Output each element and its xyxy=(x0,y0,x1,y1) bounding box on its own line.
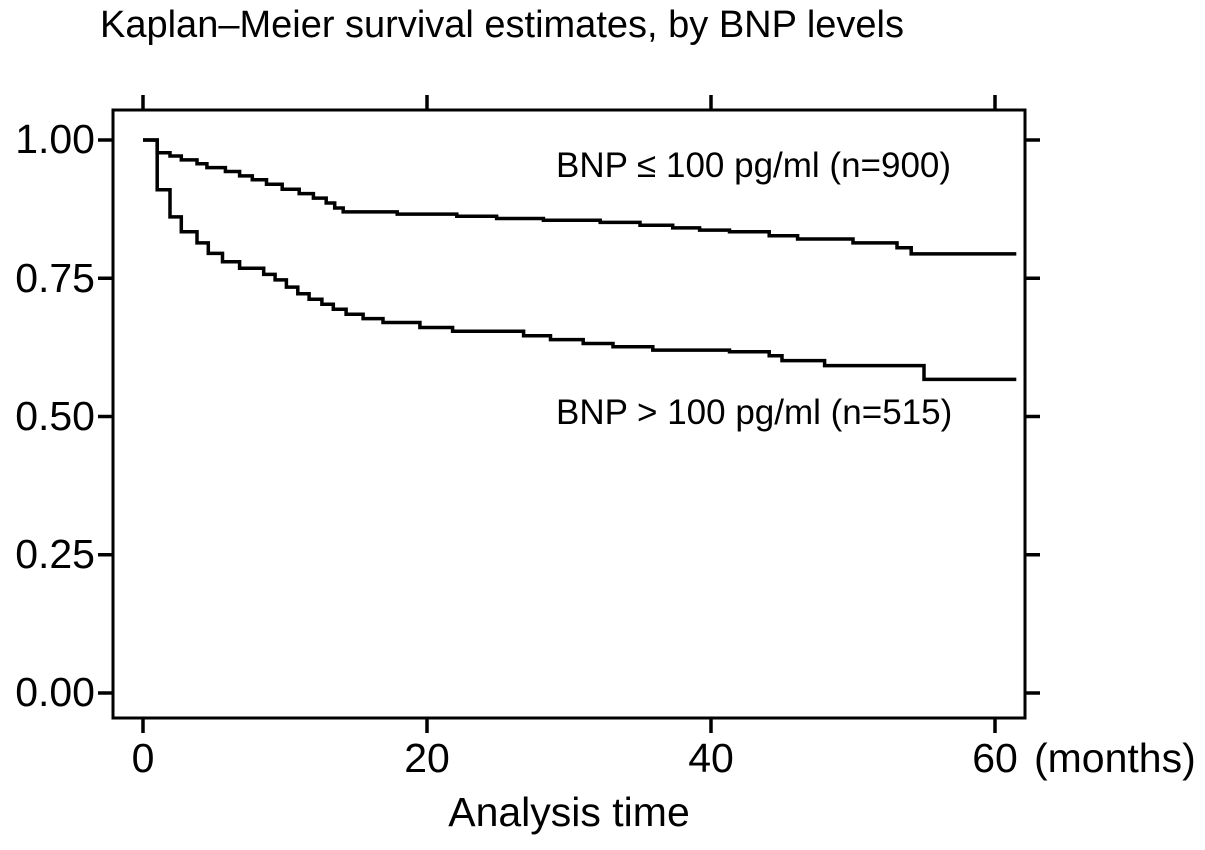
survival-curve-bnp-low xyxy=(143,138,1017,256)
x-tick-label-60: 60 xyxy=(972,735,1018,781)
x-axis-title: Analysis time xyxy=(448,789,690,835)
curve-annotation-bnp-high: BNP > 100 pg/ml (n=515) xyxy=(556,393,953,432)
x-tick-label-0: 0 xyxy=(131,735,155,781)
y-tick-label-0_75: 0.75 xyxy=(15,255,95,301)
plot-frame xyxy=(111,108,1027,720)
y-tick-label-0_25: 0.25 xyxy=(15,531,95,577)
y-tick-label-0_50: 0.50 xyxy=(15,393,95,439)
x-tick-label-20: 20 xyxy=(404,735,450,781)
chart-title: Kaplan–Meier survival estimates, by BNP … xyxy=(100,4,904,46)
y-tick-label-1_00: 1.00 xyxy=(15,116,95,162)
curve-annotation-bnp-low: BNP ≤ 100 pg/ml (n=900) xyxy=(556,146,952,185)
survival-curve-bnp-high xyxy=(143,138,1017,382)
y-tick-label-0_00: 0.00 xyxy=(15,669,95,715)
x-tick-label-40: 40 xyxy=(688,735,734,781)
x-axis-unit-label: (months) xyxy=(1034,735,1196,781)
